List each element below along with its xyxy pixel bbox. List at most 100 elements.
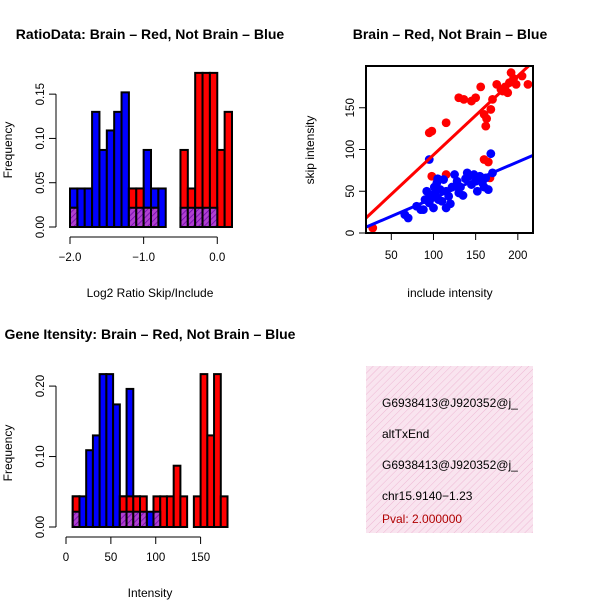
ratio-hist-title: RatioData: Brain – Red, Not Brain – Blue bbox=[16, 26, 285, 42]
p1-overlap-bar-3 bbox=[142, 206, 153, 228]
p3-brain-bar-12 bbox=[206, 434, 216, 528]
p1-not-brain-bar-6 bbox=[113, 110, 123, 228]
scatter-brain-point-3 bbox=[441, 118, 451, 128]
p3-ytick-label-2: 0.20 bbox=[35, 375, 47, 397]
p3-xtick-label-1: 50 bbox=[104, 552, 117, 564]
p1-xtick-label-2: 0.0 bbox=[209, 252, 225, 264]
scatter-fit-line-blue bbox=[366, 153, 533, 229]
scatter-not-brain-point-42 bbox=[441, 203, 451, 213]
p3-ytick-label-0: 0.00 bbox=[35, 516, 47, 538]
p3-brain-bar-11 bbox=[199, 373, 209, 529]
p1-not-brain-bar-5 bbox=[105, 129, 116, 228]
p3-overlap-bar-0 bbox=[71, 510, 81, 529]
scatter-not-brain-point-15 bbox=[437, 196, 447, 206]
scatter-ylabel: skip intensity bbox=[303, 116, 317, 185]
p1-brain-bar-10 bbox=[216, 148, 226, 228]
scatter-ytick-label-2: 100 bbox=[345, 140, 357, 159]
scatter-not-brain-point-21 bbox=[450, 170, 459, 179]
p3-not-brain-bar-5 bbox=[105, 373, 115, 529]
scatter-marks bbox=[366, 66, 533, 233]
p3-brain-bar-7 bbox=[165, 495, 175, 528]
p1-brain-bar-9 bbox=[208, 71, 219, 228]
p3-xtick-label-2: 100 bbox=[146, 552, 165, 564]
p1-xtick-label-0: −2.0 bbox=[59, 252, 82, 264]
scatter-fit-line-red bbox=[366, 66, 531, 220]
p1-not-brain-bar-7 bbox=[120, 91, 130, 228]
p3-brain-bar-13 bbox=[213, 373, 222, 529]
info-panel: G6938413@J920352@j_ altTxEnd G6938413@J9… bbox=[366, 366, 533, 533]
scatter-not-brain-point-38 bbox=[486, 149, 496, 159]
p3-not-brain-bar-3 bbox=[91, 434, 101, 528]
scatter-xtick-label-2: 150 bbox=[466, 250, 485, 262]
scatter-ytick-label-0: 0 bbox=[345, 230, 357, 236]
p3-not-brain-bar-6 bbox=[112, 403, 121, 528]
ratio-hist-axes: 0.00 0.05 0.10 0.15 −2.0 −1.0 0.0 bbox=[35, 83, 225, 264]
p1-overlap-bar-2 bbox=[135, 206, 145, 228]
info-line-1: G6938413@J920352@j_ bbox=[382, 396, 518, 410]
scatter-xlabel: include intensity bbox=[407, 286, 492, 300]
scatter-brain-point-7 bbox=[471, 93, 481, 103]
scatter-brain-point-10 bbox=[481, 121, 491, 131]
p1-ytick-label-3: 0.15 bbox=[35, 83, 47, 105]
p3-brain-bar-9 bbox=[179, 495, 189, 528]
scatter-brain-point-23 bbox=[523, 79, 533, 89]
scatter-brain-point-11 bbox=[482, 114, 492, 124]
ratio-hist-xlabel: Log2 Ratio Skip/Include bbox=[87, 286, 214, 300]
p1-brain-bar-11 bbox=[223, 110, 234, 228]
p3-overlap-bar-1 bbox=[118, 510, 128, 529]
pval-text: Pval: 2.000000 bbox=[382, 512, 462, 526]
p3-brain-bar-8 bbox=[172, 464, 182, 529]
info-box-clip: G6938413@J920352@j_ altTxEnd G6938413@J9… bbox=[366, 366, 533, 533]
p1-overlap-bar-8 bbox=[201, 206, 211, 228]
p1-ytick-label-1: 0.05 bbox=[35, 172, 47, 194]
p3-xtick-label-0: 0 bbox=[63, 552, 69, 564]
p3-overlap-bar-2 bbox=[125, 510, 135, 529]
p1-brain-bar-7 bbox=[194, 71, 204, 228]
scatter-ytick-label-1: 50 bbox=[345, 185, 357, 198]
scatter-plot-area bbox=[365, 65, 534, 234]
scatter-not-brain-point-1 bbox=[403, 213, 413, 223]
scatter-brain-point-18 bbox=[503, 88, 513, 98]
p3-overlap-bar-3 bbox=[132, 510, 142, 529]
p1-not-brain-bar-1 bbox=[76, 187, 86, 229]
ratio-histogram: RatioData: Brain – Red, Not Brain – Blue… bbox=[1, 26, 284, 300]
scatter-ytick-label-3: 150 bbox=[345, 98, 357, 117]
scatter-brain-point-8 bbox=[476, 82, 486, 92]
p3-brain-bar-10 bbox=[192, 495, 202, 528]
p3-not-brain-bar-1 bbox=[78, 495, 88, 528]
scatter-axes: 0 50 100 150 50 100 150 200 bbox=[345, 98, 527, 262]
p1-overlap-bar-6 bbox=[186, 206, 197, 228]
scatter-brain-point-13 bbox=[486, 105, 496, 114]
intensity-hist-ylabel: Frequency bbox=[1, 425, 15, 482]
p1-not-brain-bar-4 bbox=[98, 148, 108, 228]
scatter-not-brain-point-37 bbox=[483, 185, 493, 194]
scatter-xtick-label-0: 50 bbox=[385, 250, 398, 262]
p1-overlap-bar-9 bbox=[208, 206, 219, 228]
info-line-3: G6938413@J920352@j_ bbox=[382, 458, 518, 472]
p1-ytick-label-2: 0.10 bbox=[35, 127, 47, 149]
p1-xtick-label-1: −1.0 bbox=[132, 252, 155, 264]
scatter-not-brain-point-32 bbox=[472, 186, 482, 196]
intensity-hist-xlabel: Intensity bbox=[128, 586, 173, 600]
info-line-2: altTxEnd bbox=[382, 427, 429, 441]
ratio-hist-bars bbox=[69, 71, 234, 229]
scatter-plot: Brain – Red, Not Brain – Blue 0 50 100 150 5… bbox=[303, 26, 547, 300]
p1-overlap-bar-1 bbox=[127, 206, 138, 228]
p3-not-brain-bar-11 bbox=[145, 510, 155, 529]
p3-overlap-bar-4 bbox=[139, 510, 148, 529]
scatter-not-brain-point-25 bbox=[458, 191, 468, 200]
p1-brain-bar-8 bbox=[201, 71, 211, 228]
scatter-brain-point-5 bbox=[459, 95, 469, 104]
intensity-hist-axes: 0.00 0.10 0.20 0 50 100 150 bbox=[35, 375, 210, 564]
p3-overlap-bar-5 bbox=[152, 510, 162, 529]
intensity-histogram: Gene Itensity: Brain – Red, Not Brain – … bbox=[1, 326, 296, 600]
scatter-title: Brain – Red, Not Brain – Blue bbox=[353, 26, 548, 42]
p3-xtick-label-3: 150 bbox=[191, 552, 210, 564]
scatter-xtick-label-3: 200 bbox=[508, 250, 527, 262]
intensity-hist-bars bbox=[71, 373, 229, 529]
p1-not-brain-bar-12 bbox=[157, 187, 167, 229]
p3-brain-bar-14 bbox=[219, 495, 229, 528]
p3-not-brain-bar-2 bbox=[85, 449, 94, 529]
p1-overlap-bar-5 bbox=[179, 206, 189, 228]
